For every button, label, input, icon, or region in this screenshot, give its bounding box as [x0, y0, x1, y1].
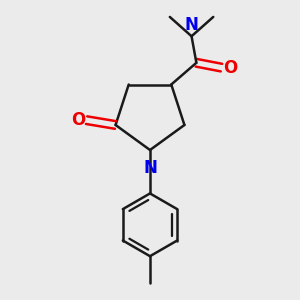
Text: O: O: [223, 58, 237, 76]
Text: O: O: [71, 111, 85, 129]
Text: N: N: [184, 16, 199, 34]
Text: N: N: [143, 159, 157, 177]
